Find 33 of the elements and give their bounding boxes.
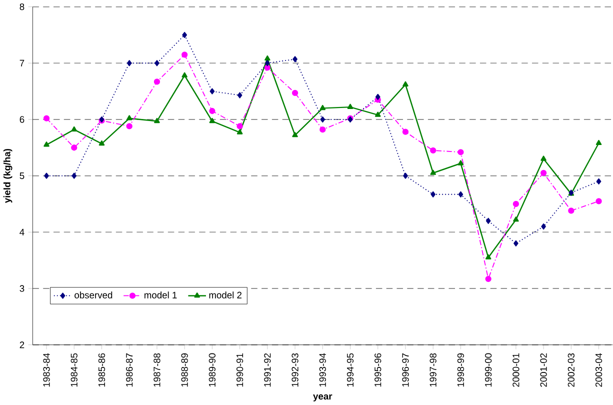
y-tick-label: 6 xyxy=(20,116,24,123)
y-tick-label: 2 xyxy=(20,342,24,348)
y-tick-label: 5 xyxy=(20,172,24,180)
legend-label: model 2 xyxy=(209,292,242,298)
x-tick-label: 1984-85 xyxy=(70,353,78,387)
x-tick-label: 2002-03 xyxy=(568,353,574,387)
x-tick-label: 1995-96 xyxy=(374,353,382,387)
x-tick-label: 2000-01 xyxy=(512,353,520,387)
y-axis-title: yield (kg/ha) xyxy=(3,149,12,204)
x-tick-label: 1988-89 xyxy=(181,353,188,387)
x-tick-label: 1989-90 xyxy=(208,353,216,387)
x-tick-label: 1990-91 xyxy=(236,353,244,387)
y-tick-label: 3 xyxy=(20,285,24,292)
legend-label: model 1 xyxy=(144,292,177,298)
x-tick-label: 1999-00 xyxy=(485,353,492,387)
x-tick-label: 1987-88 xyxy=(154,353,160,387)
x-tick-label: 1991-92 xyxy=(264,353,271,387)
x-tick-label: 2001-02 xyxy=(540,353,547,387)
legend-label: observed xyxy=(74,292,112,298)
x-tick-label: 1985-86 xyxy=(98,353,106,387)
y-tick-label: 7 xyxy=(20,60,24,66)
x-tick-label: 1998-99 xyxy=(457,353,464,387)
x-tick-label: 1996-97 xyxy=(402,353,409,387)
y-tick-label: 8 xyxy=(20,4,24,10)
x-tick-label: 1993-94 xyxy=(319,353,326,387)
x-axis-title: year xyxy=(313,394,332,402)
x-tick-label: 1992-93 xyxy=(292,353,298,387)
x-tick-label: 2003-04 xyxy=(595,353,602,387)
x-tick-label: 1983-84 xyxy=(43,353,50,387)
x-tick-label: 1994-95 xyxy=(346,353,354,387)
x-tick-label: 1997-98 xyxy=(430,353,436,387)
x-tick-label: 1986-87 xyxy=(126,353,133,387)
y-tick-label: 4 xyxy=(20,228,24,236)
